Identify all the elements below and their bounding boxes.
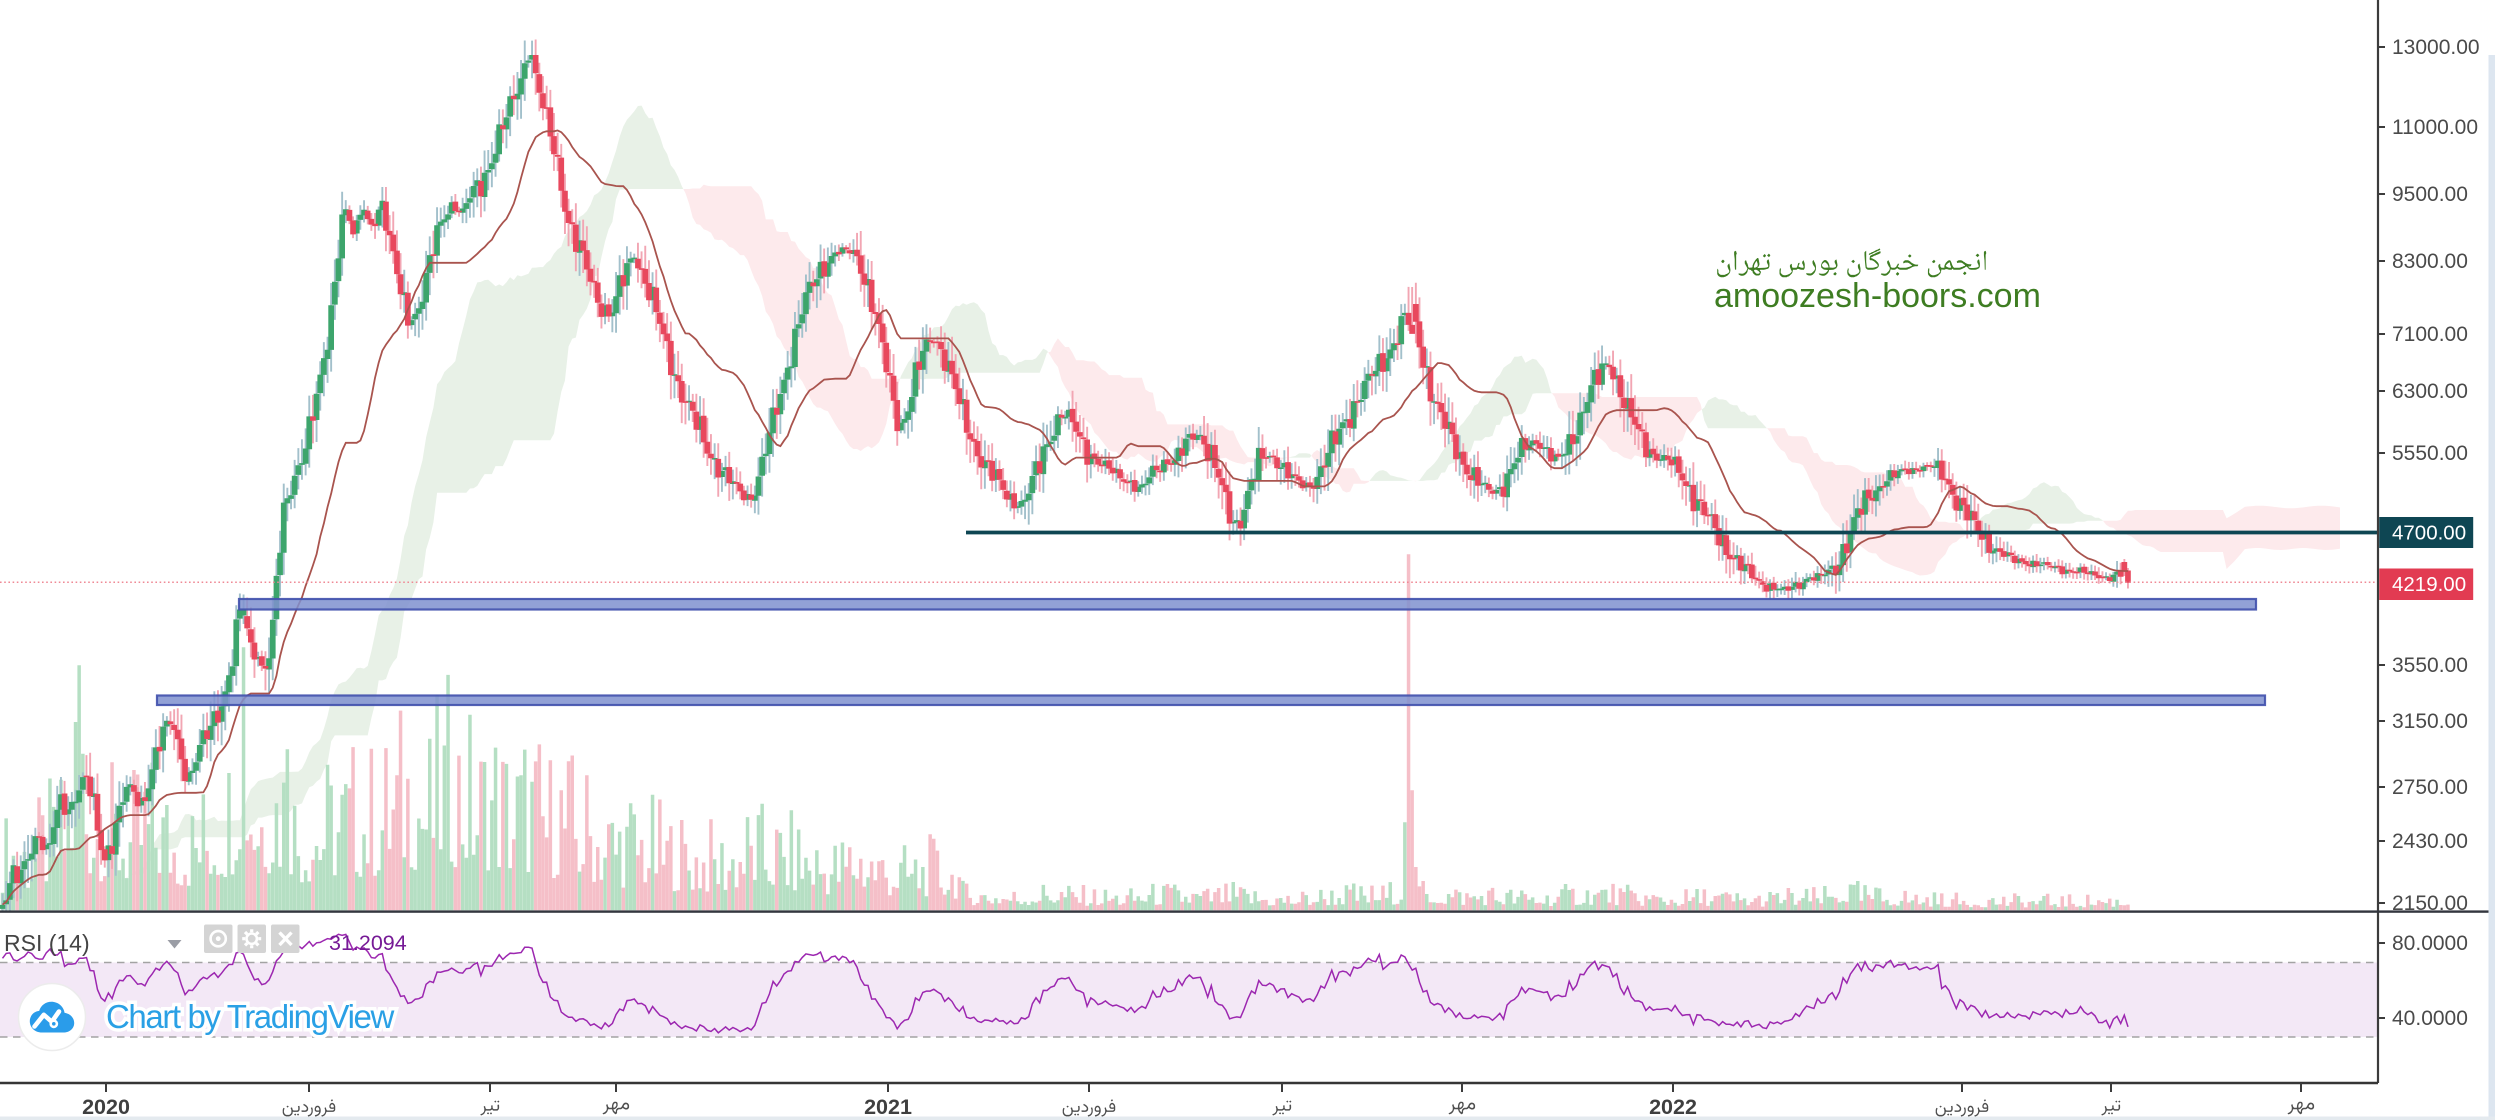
svg-text:13000.00: 13000.00 bbox=[2392, 36, 2480, 59]
svg-text:Chart by TradingView: Chart by TradingView bbox=[106, 998, 394, 1035]
svg-text:2020: 2020 bbox=[82, 1095, 130, 1119]
svg-text:2022: 2022 bbox=[1649, 1095, 1697, 1119]
svg-text:2430.00: 2430.00 bbox=[2392, 830, 2468, 853]
svg-text:6300.00: 6300.00 bbox=[2392, 380, 2468, 403]
svg-text:8300.00: 8300.00 bbox=[2392, 250, 2468, 273]
svg-text:4700.00: 4700.00 bbox=[2392, 522, 2466, 545]
svg-text:5550.00: 5550.00 bbox=[2392, 442, 2468, 465]
svg-text:RSI (14): RSI (14) bbox=[4, 930, 90, 956]
svg-text:amoozesh-boors.com: amoozesh-boors.com bbox=[1714, 277, 2041, 315]
svg-text:31.2094: 31.2094 bbox=[329, 931, 407, 955]
svg-text:4219.00: 4219.00 bbox=[2392, 573, 2466, 596]
svg-text:2021: 2021 bbox=[864, 1095, 912, 1119]
svg-text:9500.00: 9500.00 bbox=[2392, 183, 2468, 206]
svg-text:40.0000: 40.0000 bbox=[2392, 1007, 2468, 1030]
svg-text:3550.00: 3550.00 bbox=[2392, 654, 2468, 677]
svg-text:7100.00: 7100.00 bbox=[2392, 323, 2468, 346]
svg-text:11000.00: 11000.00 bbox=[2392, 116, 2478, 139]
svg-text:2750.00: 2750.00 bbox=[2392, 776, 2468, 799]
svg-text:80.0000: 80.0000 bbox=[2392, 932, 2468, 955]
svg-text:3150.00: 3150.00 bbox=[2392, 710, 2468, 733]
svg-text:2150.00: 2150.00 bbox=[2392, 892, 2468, 915]
